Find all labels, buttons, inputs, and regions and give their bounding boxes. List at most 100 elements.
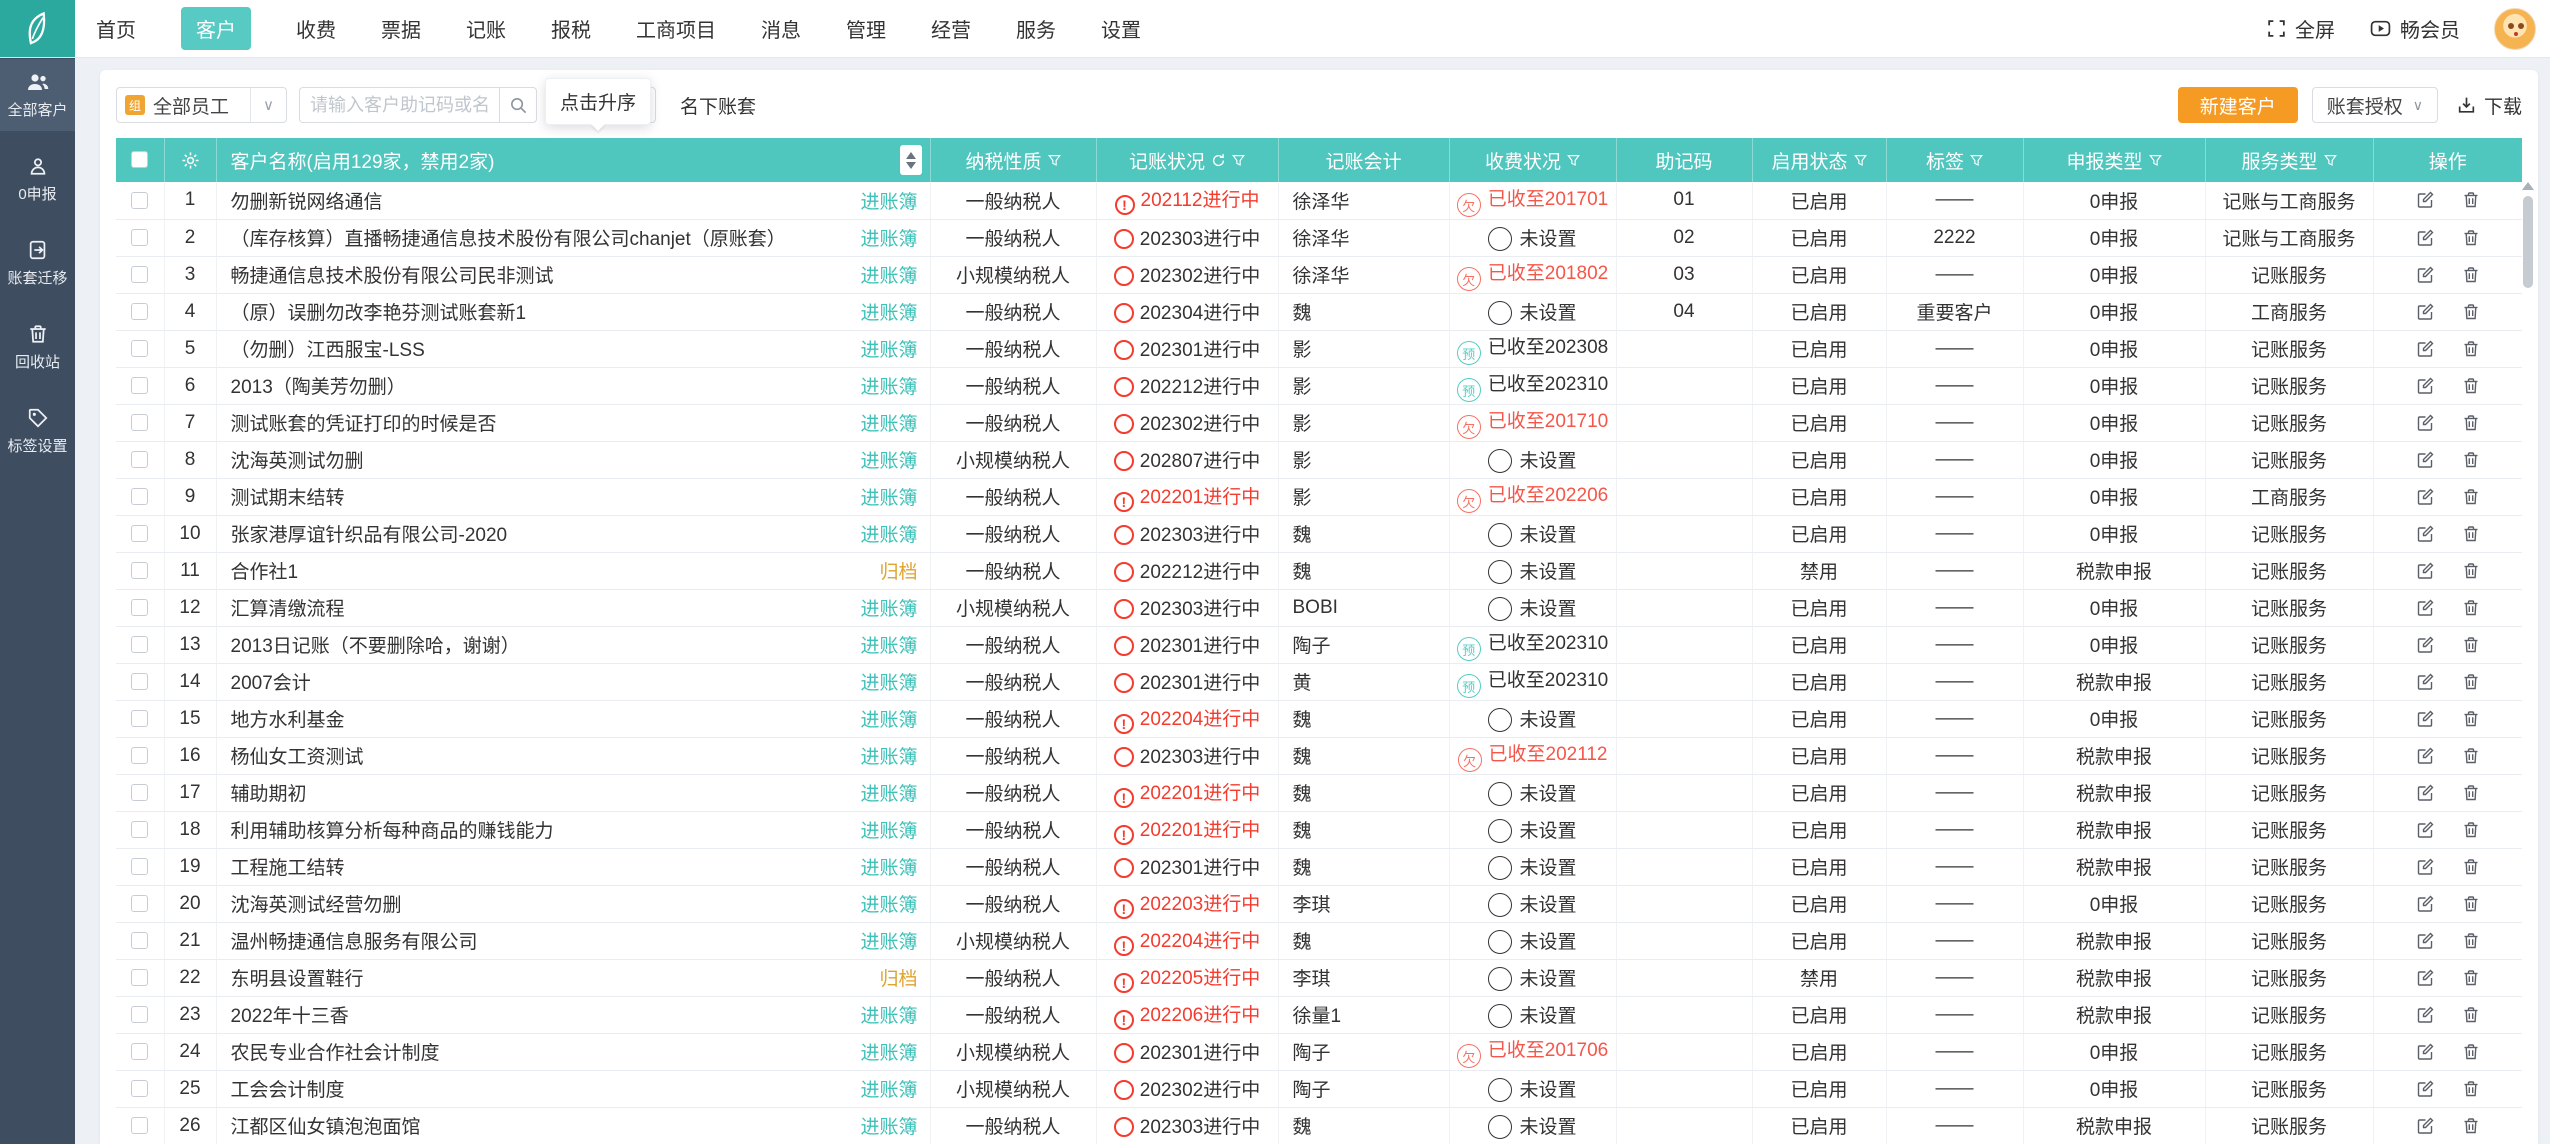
row-checkbox[interactable] <box>131 857 149 875</box>
row-checkbox[interactable] <box>131 1042 149 1060</box>
ledger-link[interactable]: 进账簿 <box>860 525 918 546</box>
ledger-link[interactable]: 进账簿 <box>860 1043 918 1064</box>
sort-toggle[interactable] <box>899 145 922 175</box>
sidebar-item-tag-settings[interactable]: 标签设置 <box>0 395 75 467</box>
row-checkbox[interactable] <box>131 746 149 764</box>
delete-button[interactable] <box>2461 635 2481 655</box>
ledger-link[interactable]: 进账簿 <box>860 784 918 805</box>
column-settings[interactable] <box>165 151 216 170</box>
delete-button[interactable] <box>2461 265 2481 285</box>
row-checkbox[interactable] <box>131 450 149 468</box>
ledger-link[interactable]: 进账簿 <box>860 710 918 731</box>
sidebar-item-zero-declare[interactable]: 0申报 <box>0 143 75 215</box>
ledger-link[interactable]: 进账簿 <box>860 1117 918 1138</box>
delete-button[interactable] <box>2461 894 2481 914</box>
row-checkbox[interactable] <box>131 894 149 912</box>
edit-button[interactable] <box>2415 1005 2435 1025</box>
nav-item[interactable]: 消息 <box>761 20 801 42</box>
search-input[interactable] <box>299 87 499 123</box>
ledger-link[interactable]: 进账簿 <box>860 303 918 324</box>
edit-button[interactable] <box>2415 968 2435 988</box>
edit-button[interactable] <box>2415 228 2435 248</box>
nav-item[interactable]: 首页 <box>96 20 136 42</box>
edit-button[interactable] <box>2415 820 2435 840</box>
edit-button[interactable] <box>2415 1042 2435 1062</box>
row-checkbox[interactable] <box>131 598 149 616</box>
nav-item[interactable]: 报税 <box>551 20 591 42</box>
filter-icon[interactable] <box>1970 154 1983 167</box>
select-all-checkbox[interactable] <box>131 151 149 169</box>
avatar[interactable] <box>2494 7 2536 50</box>
row-checkbox[interactable] <box>131 524 149 542</box>
nav-item[interactable]: 管理 <box>846 20 886 42</box>
edit-button[interactable] <box>2415 931 2435 951</box>
row-checkbox[interactable] <box>131 191 149 209</box>
edit-button[interactable] <box>2415 1079 2435 1099</box>
filter-icon[interactable] <box>1047 154 1061 167</box>
delete-button[interactable] <box>2461 1005 2481 1025</box>
delete-button[interactable] <box>2461 1042 2481 1062</box>
nav-item[interactable]: 客户 <box>181 7 251 50</box>
edit-button[interactable] <box>2415 635 2435 655</box>
edit-button[interactable] <box>2415 339 2435 359</box>
edit-button[interactable] <box>2415 302 2435 322</box>
row-checkbox[interactable] <box>131 376 149 394</box>
edit-button[interactable] <box>2415 265 2435 285</box>
edit-button[interactable] <box>2415 709 2435 729</box>
download-button[interactable]: 下载 <box>2452 92 2522 119</box>
ledger-link[interactable]: 归档 <box>879 969 918 990</box>
filter-icon[interactable] <box>2323 154 2337 167</box>
delete-button[interactable] <box>2461 487 2481 507</box>
delete-button[interactable] <box>2461 561 2481 581</box>
filter-icon[interactable] <box>1232 154 1245 167</box>
row-checkbox[interactable] <box>131 413 149 431</box>
delete-button[interactable] <box>2461 524 2481 544</box>
ledger-link[interactable]: 进账簿 <box>860 229 918 250</box>
ledger-link[interactable]: 进账簿 <box>860 414 918 435</box>
row-checkbox[interactable] <box>131 931 149 949</box>
row-checkbox[interactable] <box>131 783 149 801</box>
ledger-link[interactable]: 进账簿 <box>860 1080 918 1101</box>
edit-button[interactable] <box>2415 376 2435 396</box>
ledger-link[interactable]: 进账簿 <box>860 821 918 842</box>
nav-item[interactable]: 经营 <box>931 20 971 42</box>
ledger-link[interactable]: 进账簿 <box>860 377 918 398</box>
delete-button[interactable] <box>2461 1079 2481 1099</box>
edit-button[interactable] <box>2415 413 2435 433</box>
nav-item[interactable]: 设置 <box>1101 20 1141 42</box>
delete-button[interactable] <box>2461 968 2481 988</box>
sidebar-item-account-migrate[interactable]: 账套迁移 <box>0 227 75 299</box>
scrollbar-thumb[interactable] <box>2523 196 2533 288</box>
row-checkbox[interactable] <box>131 968 149 986</box>
nav-item[interactable]: 工商项目 <box>636 20 716 42</box>
delete-button[interactable] <box>2461 820 2481 840</box>
search-button[interactable] <box>499 87 537 123</box>
row-checkbox[interactable] <box>131 228 149 246</box>
row-checkbox[interactable] <box>131 1079 149 1097</box>
ledger-link[interactable]: 进账簿 <box>860 340 918 361</box>
ledger-link[interactable]: 进账簿 <box>860 932 918 953</box>
row-checkbox[interactable] <box>131 709 149 727</box>
delete-button[interactable] <box>2461 302 2481 322</box>
nav-item[interactable]: 记账 <box>466 20 506 42</box>
edit-button[interactable] <box>2415 746 2435 766</box>
employee-filter-select[interactable]: 组 全部员工 ∨ <box>116 87 287 123</box>
filter-icon[interactable] <box>1853 154 1867 167</box>
delete-button[interactable] <box>2461 709 2481 729</box>
delete-button[interactable] <box>2461 1116 2481 1136</box>
delete-button[interactable] <box>2461 413 2481 433</box>
row-checkbox[interactable] <box>131 302 149 320</box>
nav-item[interactable]: 收费 <box>296 20 336 42</box>
row-checkbox[interactable] <box>131 1005 149 1023</box>
edit-button[interactable] <box>2415 190 2435 210</box>
nav-item[interactable]: 票据 <box>381 20 421 42</box>
edit-button[interactable] <box>2415 783 2435 803</box>
row-checkbox[interactable] <box>131 265 149 283</box>
new-customer-button[interactable]: 新建客户 <box>2177 87 2298 123</box>
ledger-link[interactable]: 进账簿 <box>860 266 918 287</box>
owned-accounts-label[interactable]: 名下账套 <box>680 96 757 118</box>
nav-item[interactable]: 服务 <box>1016 20 1056 42</box>
edit-button[interactable] <box>2415 672 2435 692</box>
row-checkbox[interactable] <box>131 487 149 505</box>
edit-button[interactable] <box>2415 450 2435 470</box>
